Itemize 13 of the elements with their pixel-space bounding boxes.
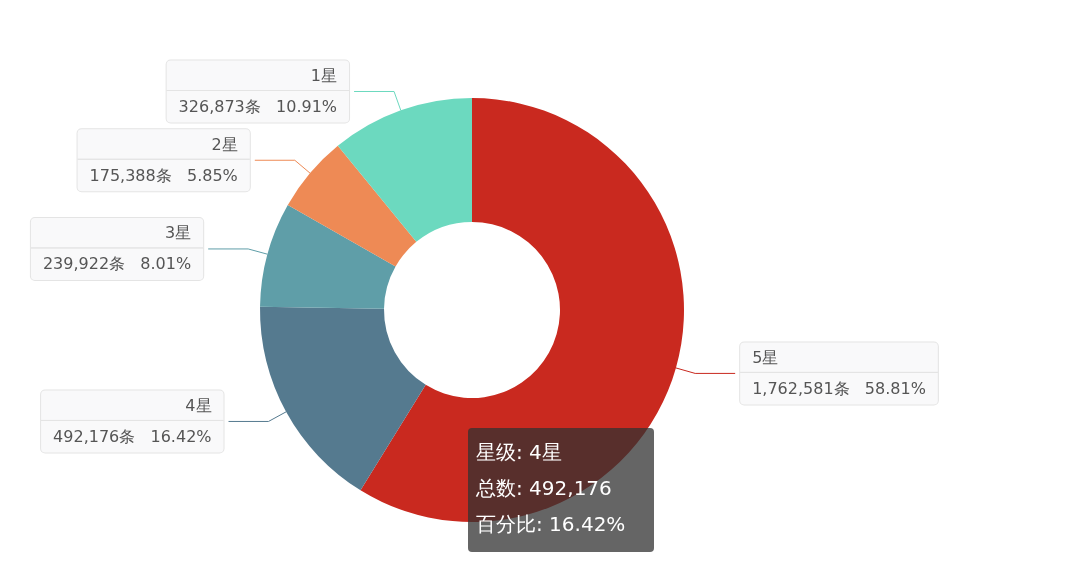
data-label: 326,873条 10.91%: [178, 96, 338, 116]
text: 星级: 4星: [476, 440, 562, 464]
slice-label: 3星: [164, 223, 192, 243]
data-label: 175,388条 5.85%: [89, 165, 238, 185]
text: 总数: 492,176: [475, 476, 612, 500]
slice-label: 1星: [310, 65, 338, 85]
slice-label: 5星: [752, 347, 779, 367]
data-label: 492,176条 16.42%: [53, 426, 212, 446]
slice-label: 4星: [185, 395, 212, 415]
slice-label: 2星: [211, 134, 238, 154]
text: 百分比: 16.42%: [476, 512, 626, 536]
data-label: 239,922条 8.01%: [42, 254, 192, 274]
data-label: 1,762,581条 58.81%: [752, 378, 926, 398]
